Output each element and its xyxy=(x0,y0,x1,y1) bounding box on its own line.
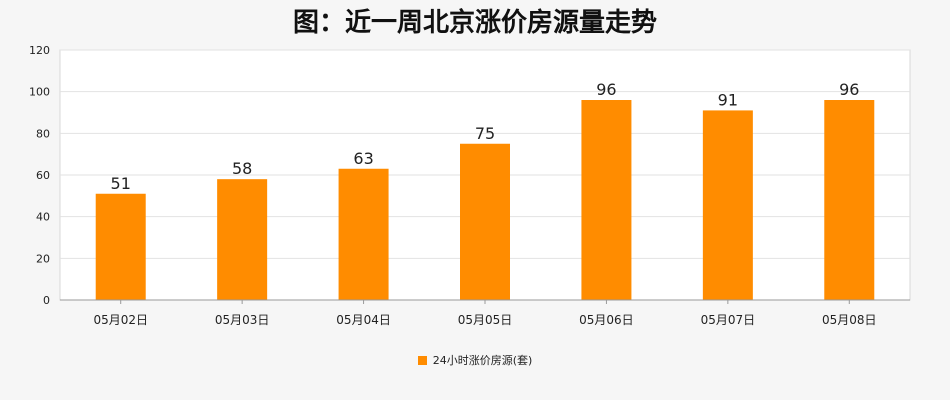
chart-title: 图：近一周北京涨价房源量走势 xyxy=(292,8,657,38)
data-label: 51 xyxy=(111,174,131,193)
legend-label: 24小时涨价房源(套) xyxy=(432,354,533,367)
y-tick-label: 80 xyxy=(36,127,50,140)
bar xyxy=(702,110,753,301)
x-tick-label: 05月07日 xyxy=(701,313,756,327)
y-tick-label: 100 xyxy=(29,86,50,99)
y-tick-label: 120 xyxy=(29,44,50,57)
bar xyxy=(581,100,632,300)
bar xyxy=(95,193,146,300)
x-tick-label: 05月06日 xyxy=(579,313,634,327)
bar xyxy=(217,179,268,300)
data-label: 96 xyxy=(839,80,859,99)
bar xyxy=(824,100,875,300)
x-tick-label: 05月04日 xyxy=(336,313,391,327)
y-tick-label: 20 xyxy=(36,252,50,265)
data-label: 63 xyxy=(353,149,373,168)
data-label: 96 xyxy=(596,80,616,99)
x-tick-label: 05月02日 xyxy=(93,313,148,327)
y-tick-label: 40 xyxy=(36,211,50,224)
y-tick-label: 60 xyxy=(36,169,50,182)
x-tick-label: 05月03日 xyxy=(215,313,270,327)
bar xyxy=(460,143,510,300)
x-tick-label: 05月05日 xyxy=(458,313,513,327)
data-label: 91 xyxy=(718,90,738,109)
legend: 24小时涨价房源(套) xyxy=(0,352,950,368)
x-tick-label: 05月08日 xyxy=(822,313,877,327)
data-label: 58 xyxy=(232,159,252,178)
data-label: 75 xyxy=(475,124,495,143)
bar xyxy=(338,168,389,300)
legend-swatch xyxy=(417,355,427,365)
y-tick-label: 0 xyxy=(43,294,50,307)
